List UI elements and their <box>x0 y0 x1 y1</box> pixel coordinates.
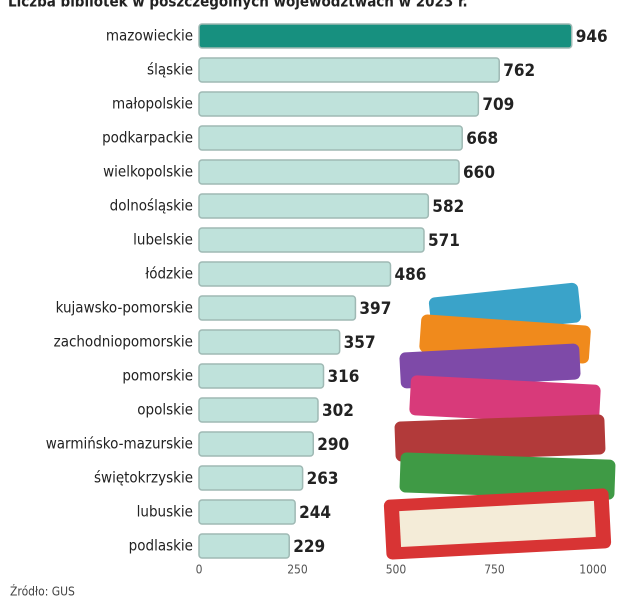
value-label: 660 <box>463 163 495 183</box>
value-label: 709 <box>482 95 514 115</box>
y-tick-label: łódzkie <box>145 265 193 283</box>
x-tick-label: 750 <box>484 563 505 577</box>
bar <box>198 125 463 151</box>
bar <box>198 465 304 491</box>
value-label: 397 <box>359 299 391 319</box>
x-tick-label: 500 <box>386 563 407 577</box>
bar <box>198 329 341 355</box>
y-tick-label: świętokrzyskie <box>94 469 193 487</box>
y-tick-label: zachodniopomorskie <box>54 333 193 351</box>
bar <box>198 57 500 83</box>
value-label: 486 <box>394 265 426 285</box>
y-tick-label: podlaskie <box>129 537 193 555</box>
bar <box>198 91 480 117</box>
y-tick-label: lubuskie <box>137 503 193 521</box>
value-label: 762 <box>503 61 535 81</box>
value-label: 946 <box>576 27 608 47</box>
value-label: 290 <box>317 435 349 455</box>
chart-title: Liczba bibliotek w poszczególnych wojewó… <box>8 0 468 11</box>
y-tick-label: lubelskie <box>133 231 193 249</box>
value-label: 263 <box>307 469 339 489</box>
source: Źródło: GUS <box>10 584 75 599</box>
y-tick-label: podkarpackie <box>102 129 193 147</box>
bar <box>198 227 425 253</box>
bar <box>198 363 325 389</box>
bar <box>198 431 315 457</box>
value-label: 316 <box>328 367 360 387</box>
value-label: 302 <box>322 401 354 421</box>
value-label: 571 <box>428 231 460 251</box>
bar <box>198 533 290 559</box>
y-tick-label: dolnośląskie <box>110 197 193 215</box>
value-label: 244 <box>299 503 331 523</box>
y-tick-label: warmińsko-mazurskie <box>46 435 193 453</box>
books-illustration <box>383 282 616 560</box>
bar <box>198 397 319 423</box>
y-tick-label: małopolskie <box>112 95 193 113</box>
bar <box>198 23 573 49</box>
y-tick-label: śląskie <box>147 61 193 79</box>
y-tick-label: wielkopolskie <box>103 163 193 181</box>
bar <box>198 499 296 525</box>
bar <box>198 193 430 219</box>
bar <box>198 295 357 321</box>
bar <box>198 159 460 185</box>
value-label: 229 <box>293 537 325 557</box>
value-label: 668 <box>466 129 498 149</box>
y-tick-label: pomorskie <box>122 367 193 385</box>
bar <box>198 261 392 287</box>
value-label: 357 <box>344 333 376 353</box>
y-tick-label: mazowieckie <box>106 27 193 45</box>
value-label: 582 <box>432 197 464 217</box>
y-tick-label: opolskie <box>137 401 193 419</box>
x-tick-label: 0 <box>196 563 203 577</box>
x-tick-label: 1000 <box>579 563 607 577</box>
x-tick-label: 250 <box>287 563 308 577</box>
y-tick-label: kujawsko-pomorskie <box>56 299 193 317</box>
